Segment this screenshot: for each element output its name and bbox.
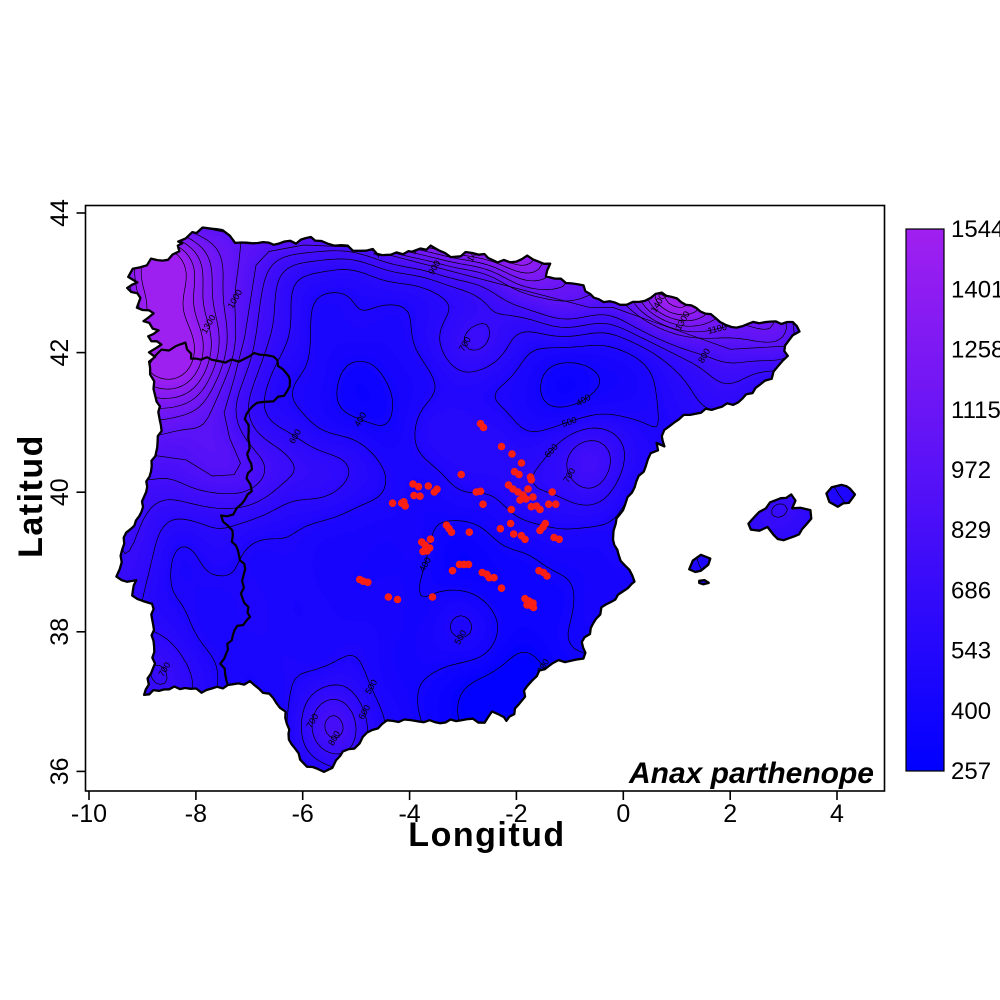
svg-text:42: 42 <box>46 339 74 367</box>
svg-text:972: 972 <box>951 457 991 484</box>
svg-text:1115: 1115 <box>951 397 1000 424</box>
svg-text:0: 0 <box>616 800 630 828</box>
svg-text:400: 400 <box>951 698 991 725</box>
svg-text:-10: -10 <box>71 800 107 828</box>
svg-text:-6: -6 <box>292 800 314 828</box>
svg-text:4: 4 <box>830 800 844 828</box>
svg-text:-8: -8 <box>185 800 207 828</box>
svg-text:-2: -2 <box>505 800 527 828</box>
svg-text:1401: 1401 <box>951 276 1000 303</box>
svg-text:36: 36 <box>46 757 74 785</box>
svg-text:1100: 1100 <box>707 322 728 336</box>
svg-text:Latitud: Latitud <box>12 434 50 558</box>
svg-text:44: 44 <box>46 199 74 227</box>
svg-text:1258: 1258 <box>951 337 1000 364</box>
svg-text:829: 829 <box>951 517 991 544</box>
svg-text:Anax parthenope: Anax parthenope <box>628 757 874 790</box>
svg-text:40: 40 <box>46 478 74 506</box>
svg-text:686: 686 <box>951 577 991 604</box>
svg-text:38: 38 <box>46 618 74 646</box>
svg-text:543: 543 <box>951 638 991 665</box>
svg-text:1544: 1544 <box>951 216 1000 243</box>
svg-text:Longitud: Longitud <box>408 816 565 854</box>
svg-text:-4: -4 <box>398 800 420 828</box>
svg-text:500: 500 <box>561 415 578 429</box>
svg-text:2: 2 <box>723 800 737 828</box>
svg-text:257: 257 <box>951 758 991 785</box>
